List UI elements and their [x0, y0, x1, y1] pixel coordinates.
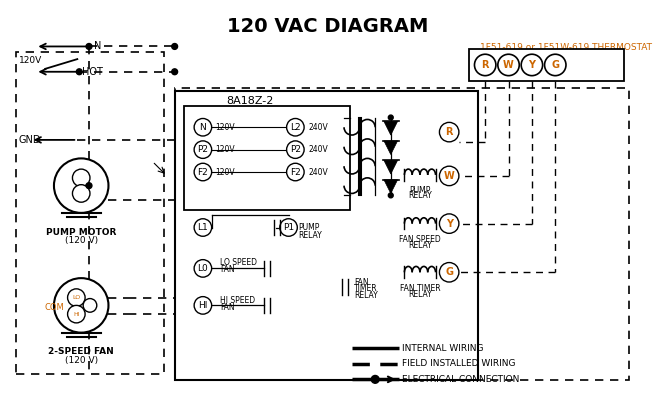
Circle shape: [498, 54, 519, 76]
Text: ELECTRICAL CONNECTION: ELECTRICAL CONNECTION: [403, 375, 520, 384]
Text: HI SPEED: HI SPEED: [220, 296, 255, 305]
Text: FAN: FAN: [220, 265, 235, 274]
Bar: [175, 91, 478, 380]
Circle shape: [521, 54, 543, 76]
Circle shape: [54, 278, 109, 333]
Text: F2: F2: [198, 168, 208, 176]
Text: N: N: [94, 41, 101, 52]
Circle shape: [172, 69, 178, 75]
Circle shape: [440, 122, 459, 142]
Text: 120V: 120V: [216, 123, 235, 132]
Circle shape: [287, 141, 304, 158]
Circle shape: [194, 163, 212, 181]
Text: TIMER: TIMER: [354, 285, 377, 293]
Text: 240V: 240V: [308, 168, 328, 176]
Text: FAN TIMER: FAN TIMER: [399, 284, 440, 293]
Text: (120 V): (120 V): [64, 236, 98, 245]
Text: 120 VAC DIAGRAM: 120 VAC DIAGRAM: [227, 17, 428, 36]
Text: HI: HI: [73, 312, 80, 317]
Circle shape: [287, 163, 304, 181]
Circle shape: [68, 289, 85, 306]
Bar: [468, 49, 624, 80]
Circle shape: [72, 185, 90, 202]
Circle shape: [194, 219, 212, 236]
Text: G: G: [551, 60, 559, 70]
Text: PUMP MOTOR: PUMP MOTOR: [46, 228, 117, 236]
Circle shape: [389, 115, 393, 120]
Text: COM: COM: [44, 303, 64, 312]
Bar: [16, 52, 164, 373]
Text: HOT: HOT: [82, 67, 103, 77]
Text: L1: L1: [198, 223, 208, 232]
Circle shape: [86, 183, 92, 189]
Text: FAN: FAN: [220, 303, 235, 312]
Circle shape: [440, 263, 459, 282]
Circle shape: [86, 44, 92, 49]
Text: N: N: [200, 123, 206, 132]
Text: LO: LO: [72, 295, 80, 300]
Text: R: R: [446, 127, 453, 137]
Polygon shape: [384, 160, 397, 174]
Text: P1: P1: [283, 223, 294, 232]
Circle shape: [194, 141, 212, 158]
Circle shape: [280, 219, 297, 236]
Text: 240V: 240V: [308, 123, 328, 132]
Text: GND: GND: [19, 135, 42, 145]
Text: F2: F2: [290, 168, 301, 176]
Text: R: R: [482, 60, 489, 70]
Text: 240V: 240V: [308, 145, 328, 154]
Circle shape: [474, 54, 496, 76]
Circle shape: [545, 54, 566, 76]
Circle shape: [68, 305, 85, 323]
Circle shape: [72, 169, 90, 186]
Text: LO SPEED: LO SPEED: [220, 258, 257, 267]
Text: W: W: [503, 60, 514, 70]
Circle shape: [76, 69, 82, 75]
Circle shape: [371, 375, 379, 383]
Text: Y: Y: [529, 60, 535, 70]
Text: G: G: [445, 267, 453, 277]
Text: INTERNAL WIRING: INTERNAL WIRING: [403, 344, 484, 353]
Text: PUMP: PUMP: [409, 186, 431, 195]
Text: L0: L0: [198, 264, 208, 273]
Circle shape: [194, 260, 212, 277]
Text: FAN: FAN: [354, 277, 368, 287]
Circle shape: [440, 166, 459, 186]
Polygon shape: [384, 141, 397, 155]
Circle shape: [54, 158, 109, 213]
Bar: [175, 88, 629, 380]
Text: 8A18Z-2: 8A18Z-2: [226, 96, 273, 106]
Text: 2-SPEED FAN: 2-SPEED FAN: [48, 347, 114, 356]
Circle shape: [287, 119, 304, 136]
Text: L2: L2: [290, 123, 301, 132]
Text: P2: P2: [198, 145, 208, 154]
Text: 1F51-619 or 1F51W-619 THERMOSTAT: 1F51-619 or 1F51W-619 THERMOSTAT: [480, 43, 652, 52]
Bar: [184, 106, 350, 210]
Text: FAN SPEED: FAN SPEED: [399, 235, 441, 244]
Text: PUMP: PUMP: [298, 223, 320, 232]
Text: P2: P2: [290, 145, 301, 154]
Text: RELAY: RELAY: [408, 290, 432, 299]
Circle shape: [194, 297, 212, 314]
Circle shape: [389, 193, 393, 198]
Text: 120V: 120V: [216, 168, 235, 176]
Text: 120V: 120V: [216, 145, 235, 154]
Text: RELAY: RELAY: [354, 291, 377, 300]
Text: RELAY: RELAY: [298, 231, 322, 240]
Text: Y: Y: [446, 219, 453, 229]
Text: (120 V): (120 V): [64, 356, 98, 365]
Text: RELAY: RELAY: [408, 191, 432, 201]
Text: 120V: 120V: [19, 56, 42, 65]
Circle shape: [440, 214, 459, 233]
Circle shape: [172, 44, 178, 49]
Polygon shape: [384, 180, 397, 194]
Polygon shape: [384, 122, 397, 135]
Text: FIELD INSTALLED WIRING: FIELD INSTALLED WIRING: [403, 359, 516, 368]
Circle shape: [194, 119, 212, 136]
Text: HI: HI: [198, 301, 208, 310]
Text: RELAY: RELAY: [408, 241, 432, 250]
Circle shape: [83, 299, 96, 312]
Text: W: W: [444, 171, 454, 181]
